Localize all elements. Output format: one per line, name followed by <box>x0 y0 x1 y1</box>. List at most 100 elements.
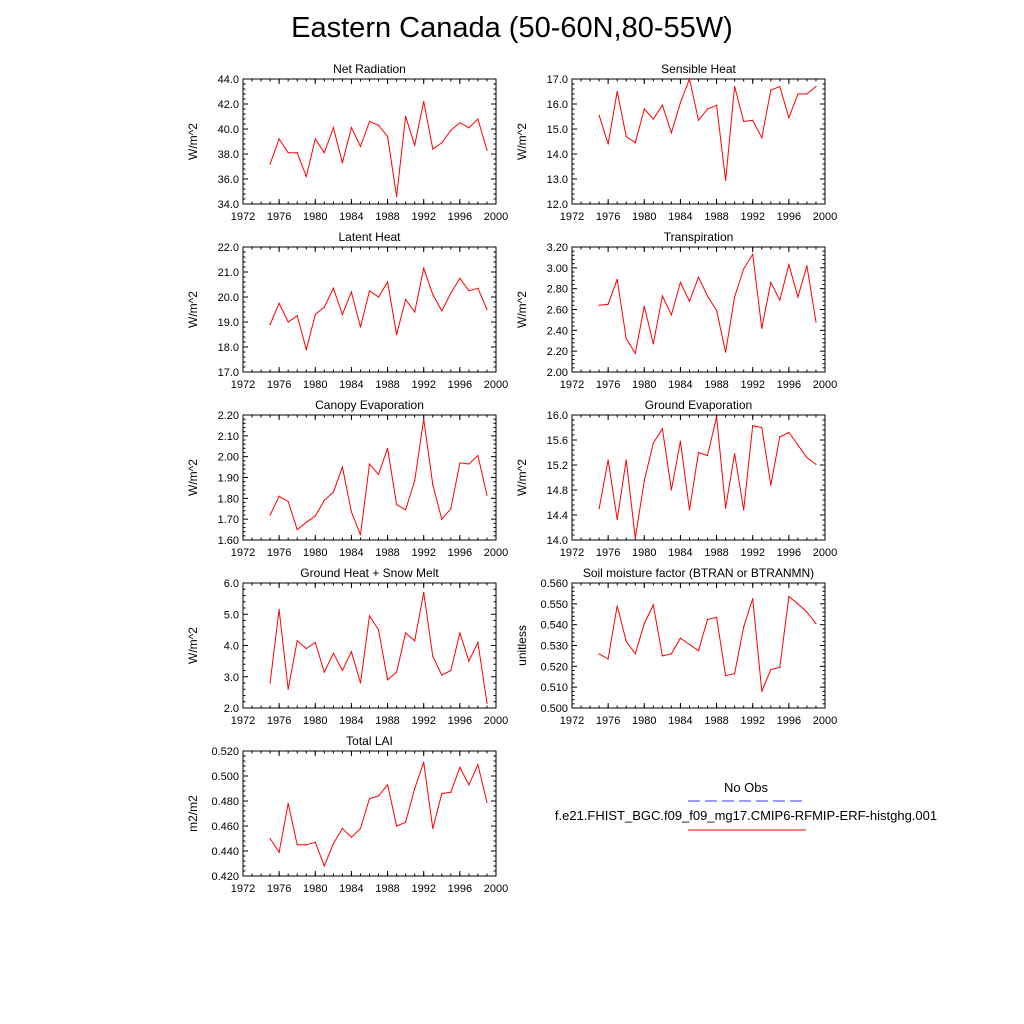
x-tick-label: 1980 <box>303 715 327 727</box>
data-point <box>423 591 425 593</box>
data-point <box>788 431 790 434</box>
data-point <box>806 456 808 459</box>
data-point <box>405 509 407 511</box>
x-tick-label: 1988 <box>375 715 399 727</box>
data-point <box>368 797 371 800</box>
y-tick-label: 0.540 <box>540 620 568 632</box>
data-point <box>314 841 316 843</box>
data-point <box>278 851 280 853</box>
y-tick-label: 21.0 <box>218 267 239 279</box>
data-point <box>423 418 425 420</box>
y-tick-label: 22.0 <box>218 242 239 254</box>
data-point <box>468 660 470 662</box>
x-tick-label: 1976 <box>596 715 620 727</box>
data-point <box>468 784 470 786</box>
x-tick-label: 1984 <box>668 715 692 727</box>
data-point <box>432 148 434 150</box>
y-tick-label: 13.0 <box>547 174 568 186</box>
data-point <box>761 327 763 329</box>
y-tick-label: 34.0 <box>218 199 239 211</box>
data-point <box>779 436 781 438</box>
data-point <box>616 518 618 520</box>
y-tick-label: 2.20 <box>547 346 568 358</box>
x-tick-label: 1984 <box>339 547 363 559</box>
x-tick-label: 1996 <box>448 883 472 895</box>
y-tick-label: 0.510 <box>540 682 568 694</box>
x-tick-label: 1980 <box>303 883 327 895</box>
data-point <box>643 108 645 110</box>
data-point <box>332 491 334 493</box>
data-point <box>743 626 745 628</box>
data-point <box>305 521 307 523</box>
chart-panel: Net Radiation 1972 1976 1980 1984 1988 1992 199… <box>186 62 508 223</box>
data-point <box>450 508 452 510</box>
data-point <box>670 132 672 134</box>
x-tick-label: 1972 <box>231 379 255 391</box>
y-tick-label: 0.520 <box>540 661 568 673</box>
y-tick-label: 2.40 <box>547 325 568 337</box>
y-tick-label: 15.2 <box>547 460 568 472</box>
x-tick-label: 1984 <box>339 211 363 223</box>
data-point <box>305 648 307 650</box>
x-tick-label: 1972 <box>560 211 584 223</box>
data-point <box>761 690 763 692</box>
x-tick-label: 1972 <box>560 379 584 391</box>
x-tick-label: 1984 <box>668 211 692 223</box>
y-tick-label: 14.8 <box>547 485 568 497</box>
data-point <box>688 509 691 511</box>
data-point <box>269 837 271 840</box>
chart-panel: Latent Heat 1972 1976 1980 1984 1988 1992 1996 2… <box>186 230 508 391</box>
data-point <box>396 195 398 198</box>
x-tick-label: 2000 <box>484 883 508 895</box>
data-point <box>287 802 289 805</box>
legend-model-label: f.e21.FHIST_BGC.f09_f09_mg17.CMIP6-RFMIP… <box>555 808 937 823</box>
x-tick-label: 1976 <box>596 211 620 223</box>
data-point <box>815 85 817 88</box>
x-tick-label: 1992 <box>411 379 435 391</box>
data-point <box>706 108 709 110</box>
data-point <box>441 518 443 520</box>
x-tick-label: 1992 <box>411 211 435 223</box>
plot-frame <box>571 246 826 373</box>
x-tick-label: 1980 <box>303 379 327 391</box>
y-tick-label: 1.70 <box>218 514 239 526</box>
data-point <box>269 514 271 516</box>
x-tick-label: 1996 <box>448 715 472 727</box>
data-point <box>743 509 745 511</box>
data-point <box>305 175 307 178</box>
y-tick-label: 0.530 <box>540 641 568 653</box>
data-point <box>752 598 754 600</box>
y-tick-label: 14.0 <box>547 535 568 547</box>
data-point <box>706 295 709 297</box>
data-point <box>305 844 307 846</box>
data-point <box>323 499 325 502</box>
data-point <box>332 287 334 289</box>
y-tick-label: 14.4 <box>547 510 568 522</box>
x-tick-label: 1988 <box>704 379 728 391</box>
x-tick-label: 1988 <box>375 211 399 223</box>
data-point <box>715 616 718 618</box>
x-tick-label: 1980 <box>632 547 656 559</box>
x-tick-label: 2000 <box>813 547 837 559</box>
data-point <box>797 603 799 605</box>
panel-title: Soil moisture factor (BTRAN or BTRANMN) <box>583 566 814 580</box>
y-tick-label: 16.0 <box>547 410 568 422</box>
x-tick-label: 1984 <box>339 379 363 391</box>
data-point <box>625 459 627 461</box>
data-point <box>450 791 452 793</box>
data-point <box>477 641 479 643</box>
x-tick-label: 1972 <box>560 547 584 559</box>
x-tick-label: 1976 <box>267 211 291 223</box>
data-point <box>806 611 808 613</box>
data-point <box>450 669 452 672</box>
y-tick-label: 5.0 <box>224 609 239 621</box>
data-point <box>725 507 727 509</box>
series-line <box>598 595 817 692</box>
data-point <box>377 795 380 797</box>
data-point <box>287 688 289 690</box>
panel-title: Ground Heat + Snow Melt <box>300 566 439 580</box>
data-point <box>598 304 600 306</box>
data-point <box>643 305 645 307</box>
data-point <box>287 152 289 154</box>
